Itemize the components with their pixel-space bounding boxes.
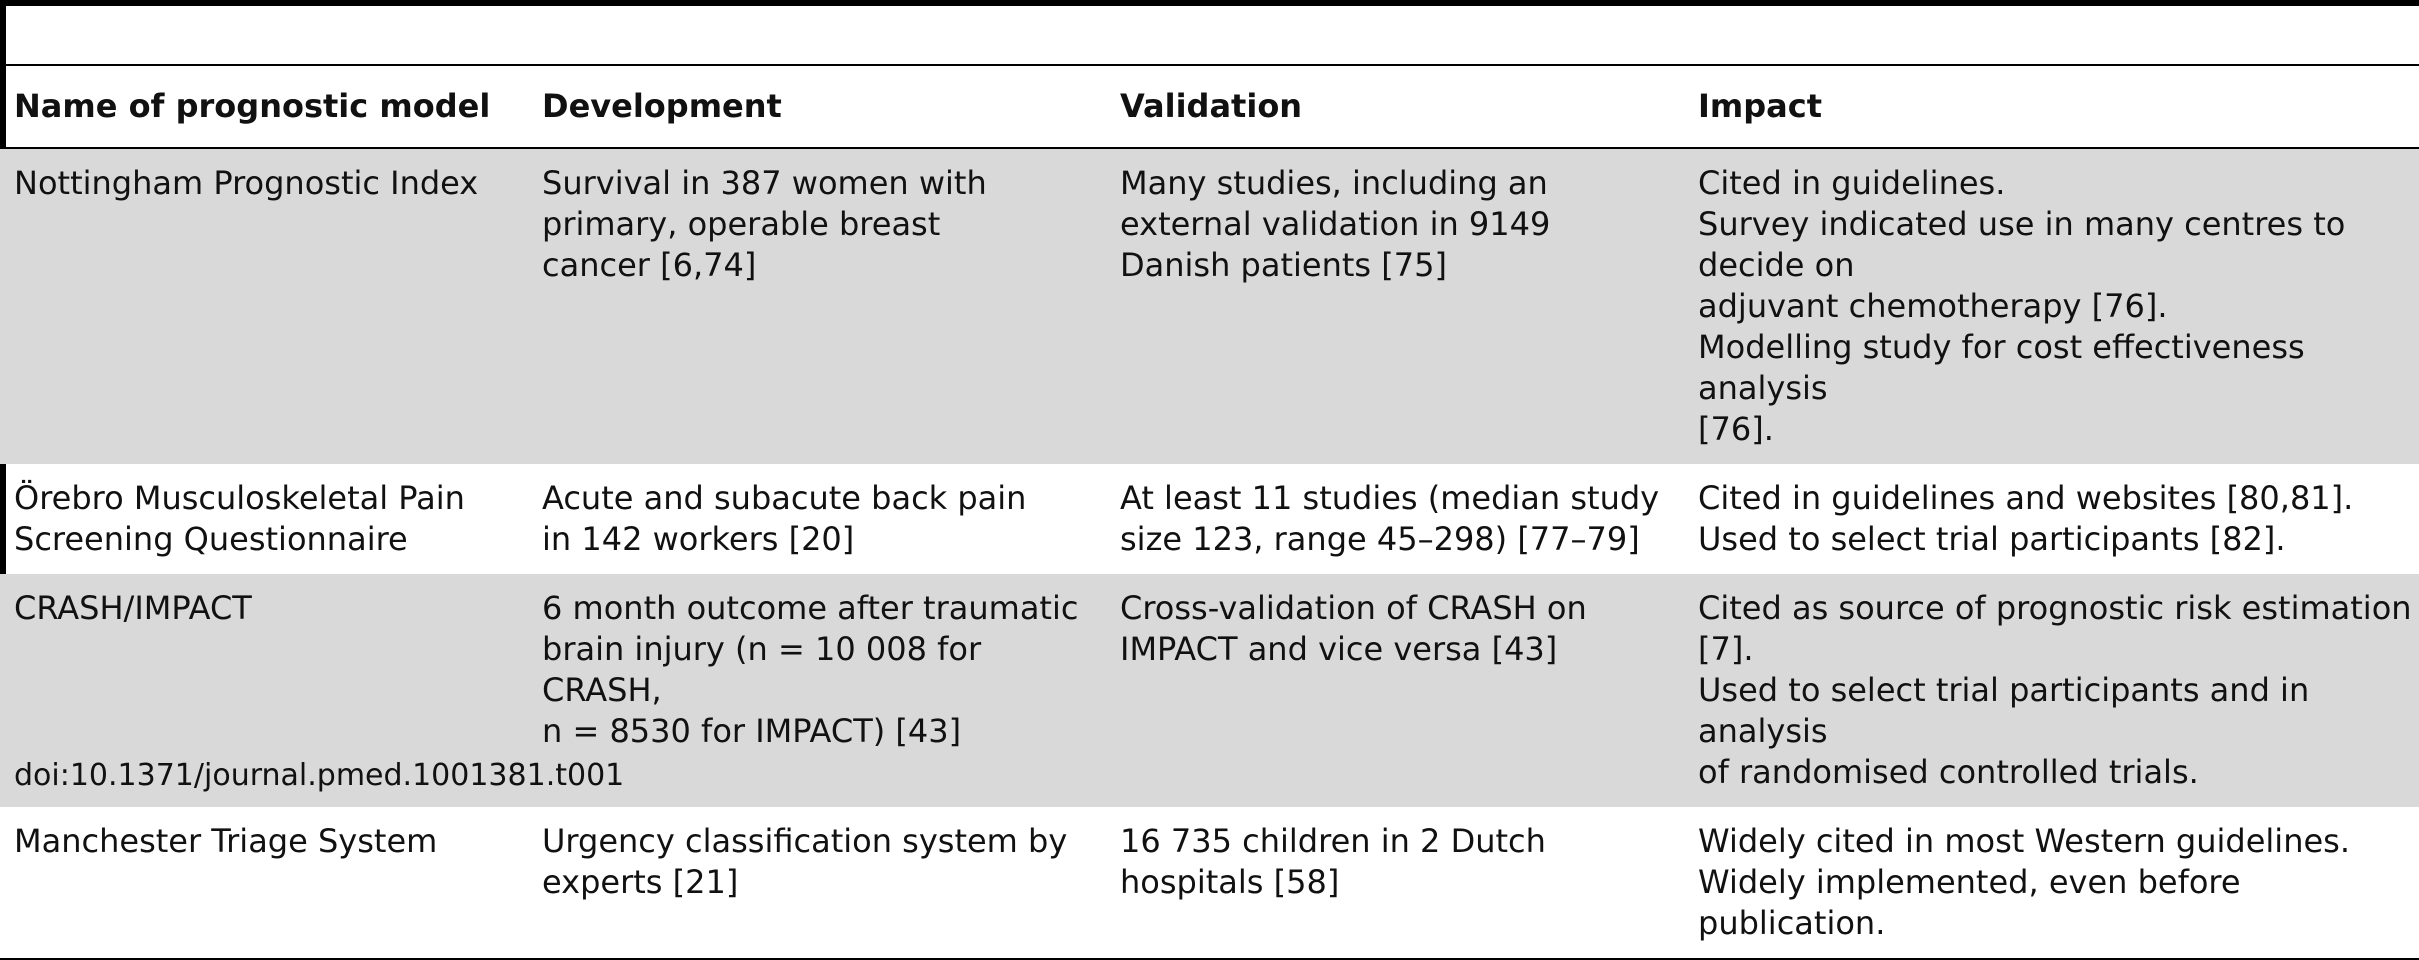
cell-line: Cited as source of prognostic risk estim…: [1698, 589, 2412, 668]
cell-impact: Cited as source of prognostic risk estim…: [1684, 574, 2419, 807]
cell-line: primary, operable breast: [542, 205, 941, 243]
cell-validation: At least 11 studies (median study size 12…: [1106, 464, 1684, 574]
cell-line: At least 11 studies (median study: [1120, 479, 1660, 517]
cell-validation: 16 735 children in 2 Dutch hospitals [58]: [1106, 807, 1684, 959]
cell-line: Cross-validation of CRASH on: [1120, 589, 1587, 627]
table-container: Name of prognostic model Development Val…: [0, 64, 2419, 960]
table-header-row: Name of prognostic model Development Val…: [0, 65, 2419, 148]
cell-line: brain injury (n = 10 008 for CRASH,: [542, 630, 982, 709]
cell-name: CRASH/IMPACT: [0, 574, 528, 807]
cell-name: Örebro Musculoskeletal Pain Screening Que…: [0, 464, 528, 574]
cell-line: Urgency classification system by: [542, 822, 1068, 860]
cell-line: in 142 workers [20]: [542, 520, 855, 558]
cell-line: [76].: [1698, 410, 1774, 448]
table-row: CRASH/IMPACT 6 month outcome after trauma…: [0, 574, 2419, 807]
cell-development: Survival in 387 women with primary, opera…: [528, 148, 1106, 464]
cell-line: hospitals [58]: [1120, 863, 1340, 901]
cell-development: Urgency classification system by experts …: [528, 807, 1106, 959]
cell-line: Modelling study for cost effectiveness a…: [1698, 328, 2305, 407]
cell-impact: Widely cited in most Western guidelines.…: [1684, 807, 2419, 959]
cell-line: cancer [6,74]: [542, 246, 757, 284]
top-rule: [0, 0, 2419, 6]
cell-line: CRASH/IMPACT: [14, 589, 252, 627]
cell-line: experts [21]: [542, 863, 739, 901]
cell-line: Many studies, including an: [1120, 164, 1548, 202]
prognostic-models-table: Name of prognostic model Development Val…: [0, 64, 2419, 960]
header-development: Development: [542, 87, 782, 125]
cell-line: Widely cited in most Western guidelines.: [1698, 822, 2350, 860]
header-validation: Validation: [1120, 87, 1303, 125]
cell-line: Cited in guidelines and websites [80,81]…: [1698, 479, 2354, 517]
cell-line: Used to select trial participants [82].: [1698, 520, 2286, 558]
table-row: Nottingham Prognostic Index Survival in 3…: [0, 148, 2419, 464]
cell-line: Manchester Triage System: [14, 822, 438, 860]
cell-validation: Many studies, including an external valid…: [1106, 148, 1684, 464]
cell-name: Nottingham Prognostic Index: [0, 148, 528, 464]
cell-line: adjuvant chemotherapy [76].: [1698, 287, 2168, 325]
cell-line: IMPACT and vice versa [43]: [1120, 630, 1558, 668]
table-row: Manchester Triage System Urgency classifi…: [0, 807, 2419, 959]
cell-impact: Cited in guidelines and websites [80,81]…: [1684, 464, 2419, 574]
cell-line: Cited in guidelines.: [1698, 164, 2006, 202]
cell-line: Widely implemented, even before publicat…: [1698, 863, 2241, 942]
cell-line: size 123, range 45–298) [77–79]: [1120, 520, 1640, 558]
cell-line: Acute and subacute back pain: [542, 479, 1027, 517]
cell-line: n = 8530 for IMPACT) [43]: [542, 712, 962, 750]
cell-line: Used to select trial participants and in…: [1698, 671, 2310, 750]
cell-line: Danish patients [75]: [1120, 246, 1447, 284]
cell-line: Screening Questionnaire: [14, 520, 408, 558]
cell-line: Survey indicated use in many centres to …: [1698, 205, 2346, 284]
header-name: Name of prognostic model: [14, 87, 491, 125]
cell-line: Örebro Musculoskeletal Pain: [14, 479, 465, 517]
table-row: Örebro Musculoskeletal Pain Screening Que…: [0, 464, 2419, 574]
cell-line: 16 735 children in 2 Dutch: [1120, 822, 1546, 860]
header-impact: Impact: [1698, 87, 1823, 125]
doi-caption: doi:10.1371/journal.pmed.1001381.t001: [14, 758, 625, 793]
cell-line: of randomised controlled trials.: [1698, 753, 2199, 791]
cell-development: Acute and subacute back pain in 142 worke…: [528, 464, 1106, 574]
cell-line: 6 month outcome after traumatic: [542, 589, 1079, 627]
cell-line: external validation in 9149: [1120, 205, 1551, 243]
cell-line: Survival in 387 women with: [542, 164, 987, 202]
cell-validation: Cross-validation of CRASH on IMPACT and v…: [1106, 574, 1684, 807]
cell-name: Manchester Triage System: [0, 807, 528, 959]
cell-development: 6 month outcome after traumatic brain inj…: [528, 574, 1106, 807]
cell-line: Nottingham Prognostic Index: [14, 164, 479, 202]
cell-impact: Cited in guidelines. Survey indicated use…: [1684, 148, 2419, 464]
